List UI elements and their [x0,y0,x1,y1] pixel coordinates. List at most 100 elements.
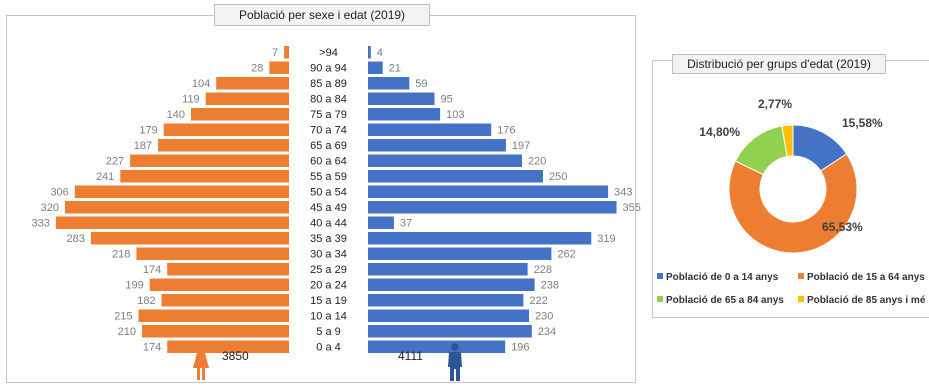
male-value-label: 343 [614,187,632,199]
male-value-label: 95 [441,94,453,106]
female-bar [149,278,289,291]
man-figure-icon [448,343,462,381]
age-group-label: 25 a 29 [310,264,347,276]
age-group-label: 60 a 64 [310,156,347,168]
male-total-label: 4111 [398,349,423,363]
legend-swatch [798,273,804,279]
slice-percent-label: 2,77% [758,97,792,111]
legend-swatch [798,296,804,302]
male-bar [368,201,617,214]
male-bar [368,232,592,245]
age-group-label: 0 a 4 [316,342,340,354]
male-bar [368,123,492,136]
female-value-label: 140 [167,109,185,121]
female-bar [167,340,289,353]
age-group-label: 15 a 19 [310,295,347,307]
female-bar [191,108,289,121]
female-bar [161,294,289,307]
age-group-label: 20 a 24 [310,280,347,292]
male-value-label: 4 [377,47,383,59]
female-value-label: 174 [143,264,161,276]
female-bar [163,123,289,136]
male-bar [368,61,383,74]
male-value-label: 355 [623,202,641,214]
male-value-label: 228 [534,264,552,276]
male-bar [368,294,524,307]
female-value-label: 119 [182,94,200,106]
female-value-label: 104 [192,78,210,90]
male-bar [368,46,371,59]
female-value-label: 333 [32,218,50,230]
female-bar [120,170,289,183]
female-value-label: 187 [134,140,152,152]
female-bar [138,309,289,322]
male-bar [368,263,528,276]
age-group-label: 40 a 44 [310,218,347,230]
male-value-label: 234 [538,326,556,338]
male-value-label: 220 [528,156,546,168]
male-value-label: 319 [597,233,615,245]
female-value-label: 283 [67,233,85,245]
female-total-label: 3850 [222,349,249,363]
age-group-label: 55 a 59 [310,171,347,183]
female-value-label: 215 [114,311,132,323]
female-value-label: 179 [139,125,157,137]
male-value-label: 103 [446,109,464,121]
male-bar [368,92,435,105]
male-bar [368,247,552,260]
age-group-label: 90 a 94 [310,63,347,75]
male-value-label: 262 [557,249,575,261]
age-group-label: 35 a 39 [310,233,347,245]
age-group-label: 30 a 34 [310,249,347,261]
female-bar [284,46,289,59]
female-bar [142,325,289,338]
female-bar [130,154,289,167]
age-group-label: 50 a 54 [310,187,347,199]
legend-label: Població de 0 a 14 anys [666,272,779,283]
male-bar [368,309,529,322]
donut-slice [781,124,794,158]
male-bar [368,340,506,353]
female-bar [74,185,289,198]
legend-label: Població de 15 a 64 anys [807,272,925,283]
population-pyramid: 7 4 >94 28 21 90 a 94 104 59 85 a 89 119 95 80 a 84… [32,46,641,354]
female-bar [216,77,289,90]
female-value-label: 306 [50,187,68,199]
donut-chart-title: Distribució per grups d'edat (2019) [672,54,886,74]
female-bar [90,232,290,245]
legend-swatch [657,296,663,302]
female-bar [65,201,289,214]
male-value-label: 196 [511,342,529,354]
male-bar [368,325,532,338]
female-bar [136,247,289,260]
male-bar [368,77,410,90]
age-group-label: 65 a 69 [310,140,347,152]
age-group-label: >94 [319,47,338,59]
female-value-label: 227 [106,156,124,168]
gender-icons: 3850 4111 [193,343,462,381]
age-group-label: 5 a 9 [316,326,340,338]
male-value-label: 230 [535,311,553,323]
female-value-label: 320 [41,202,59,214]
age-group-label: 75 a 79 [310,109,347,121]
male-value-label: 176 [497,125,515,137]
female-value-label: 182 [137,295,155,307]
female-bar [55,216,290,229]
male-bar [368,139,506,152]
age-group-label: 10 a 14 [310,311,347,323]
pyramid-chart-title: Població per sexe i edat (2019) [214,4,430,26]
female-bar [269,61,289,74]
female-value-label: 241 [96,171,114,183]
female-value-label: 7 [272,47,278,59]
female-bar [167,263,289,276]
male-value-label: 238 [541,280,559,292]
legend-label: Població de 65 a 84 anys [666,295,784,306]
female-value-label: 210 [118,326,136,338]
age-group-label: 45 a 49 [310,202,347,214]
male-value-label: 37 [400,218,412,230]
age-group-label: 85 a 89 [310,78,347,90]
age-group-label: 70 a 74 [310,125,347,137]
age-group-donut: 15,58% 65,53% 14,80% 2,77% [699,97,883,254]
male-bar [368,216,394,229]
